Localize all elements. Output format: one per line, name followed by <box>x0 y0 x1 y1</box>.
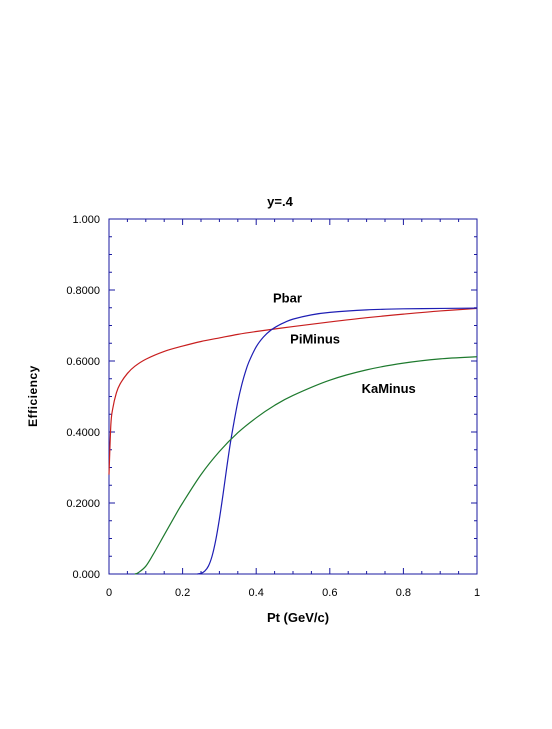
x-tick-label: 0 <box>106 587 112 599</box>
y-tick-label: 0.2000 <box>66 498 100 510</box>
x-axis: 0 0.2 0.4 0.6 0.8 1 <box>106 219 480 599</box>
series-line-pbar <box>108 307 478 475</box>
x-axis-label: Pt (GeV/c) <box>267 610 329 625</box>
x-tick-label: 1 <box>474 587 480 599</box>
x-tick-label: 0.2 <box>175 587 190 599</box>
series-lines <box>108 307 478 575</box>
series-line-kaminus <box>134 356 478 575</box>
x-tick-label: 0.6 <box>322 587 337 599</box>
y-tick-label: 0.4000 <box>66 427 100 439</box>
y-tick-label: 1.000 <box>72 214 100 226</box>
chart-title: y=.4 <box>267 194 293 209</box>
y-tick-label: 0.6000 <box>66 356 100 368</box>
y-axis: 0.000 0.2000 0.4000 0.6000 0.8000 1.000 <box>66 214 477 581</box>
y-axis-label: Efficiency <box>26 365 40 427</box>
label-piminus: PiMinus <box>290 331 340 346</box>
plot-frame <box>108 218 478 575</box>
y-tick-label: 0.000 <box>72 569 100 581</box>
label-pbar: Pbar <box>273 290 302 305</box>
series-line-piminus <box>197 307 478 575</box>
x-tick-label: 0.4 <box>249 587 264 599</box>
label-kaminus: KaMinus <box>362 381 416 396</box>
x-tick-label: 0.8 <box>396 587 411 599</box>
y-tick-label: 0.8000 <box>66 285 100 297</box>
series-labels: Pbar PiMinus KaMinus <box>273 290 416 396</box>
